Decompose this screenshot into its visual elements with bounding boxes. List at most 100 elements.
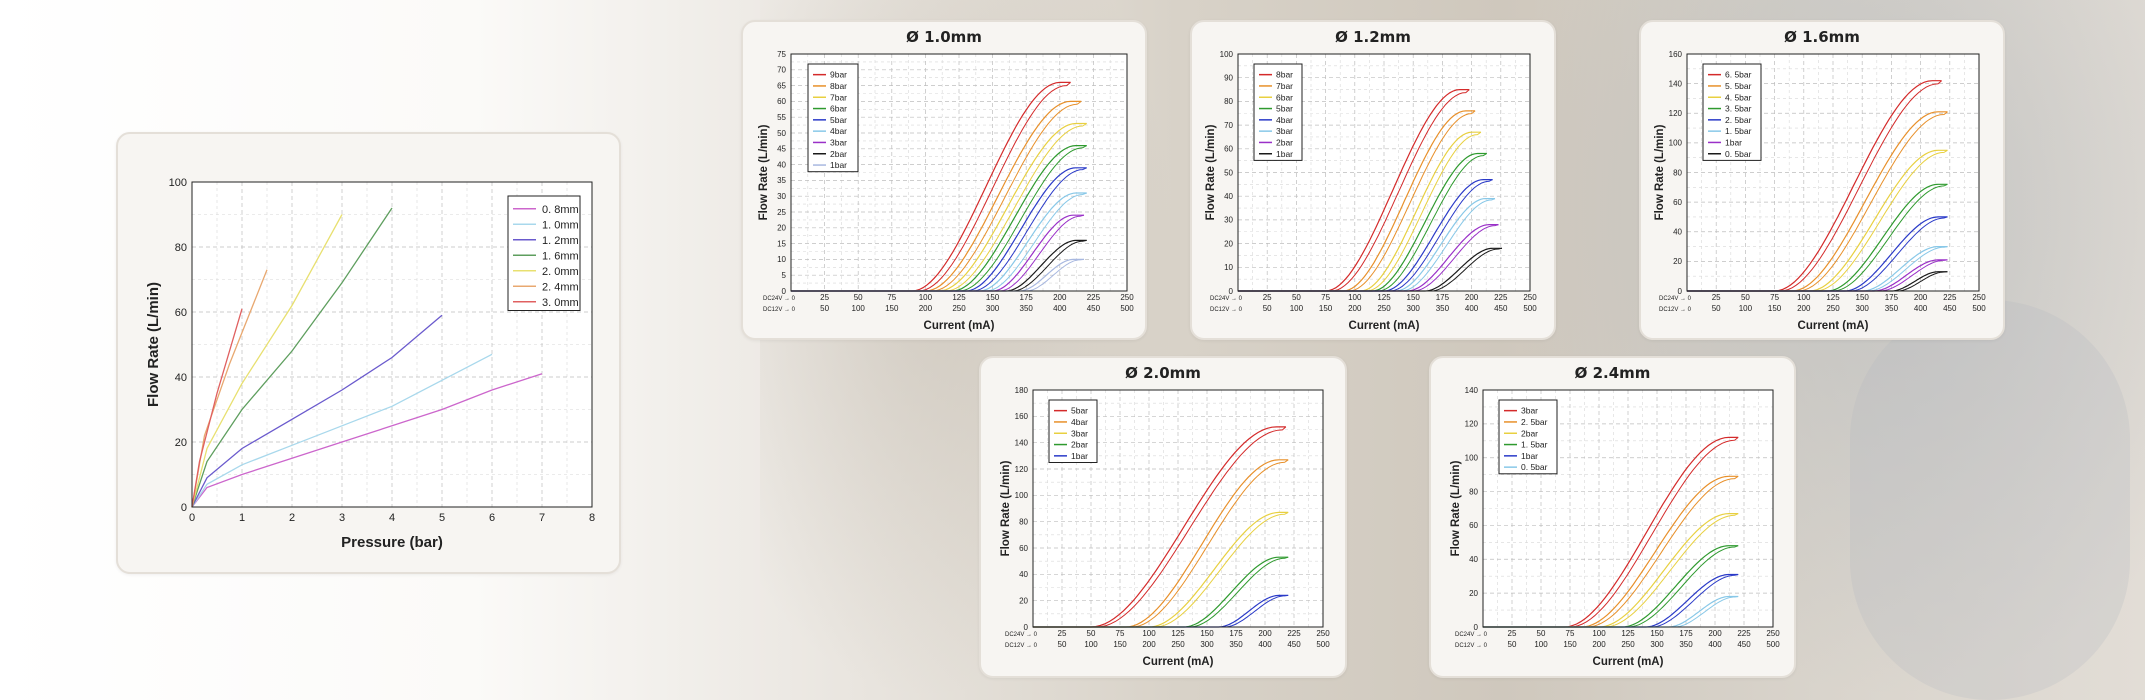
x-tick-label: 6 — [489, 512, 495, 524]
y-tick-label: 180 — [1015, 386, 1029, 395]
x2-tick-label: 450 — [1287, 640, 1301, 649]
series-line-return — [1096, 426, 1287, 628]
x-tick-label: 175 — [1885, 293, 1899, 302]
legend-label: 5bar — [1276, 104, 1293, 114]
legend-label: 2. 0mm — [542, 266, 579, 278]
y-tick-label: 75 — [777, 50, 786, 59]
x-axis-row2-label: DC12V → 0 — [1455, 643, 1488, 649]
x-tick-label: 150 — [1856, 293, 1870, 302]
legend-label: 2. 5bar — [1725, 115, 1752, 125]
x2-tick-label: 50 — [1263, 304, 1272, 313]
series-line — [1238, 179, 1493, 292]
series-line — [191, 308, 243, 508]
legend-label: 3bar — [1521, 406, 1538, 416]
y-tick-label: 0 — [1024, 623, 1029, 632]
legend-label: 1bar — [1071, 451, 1088, 461]
x2-tick-label: 150 — [1319, 304, 1333, 313]
x-tick-label: 225 — [1287, 629, 1301, 638]
series-line — [191, 214, 343, 508]
legend-label: 4bar — [1276, 115, 1293, 125]
y-tick-label: 20 — [777, 224, 786, 233]
legend-label: 1. 0mm — [542, 219, 579, 231]
plot-frame — [191, 181, 593, 508]
x-tick-label: 7 — [539, 512, 545, 524]
legend-label: 1. 6mm — [542, 250, 579, 262]
legend-label: 8bar — [1276, 70, 1293, 80]
chart-title: Ø 2.0mm — [1125, 364, 1201, 382]
x-axis-title: Current (mA) — [924, 320, 995, 332]
series-line — [1687, 271, 1948, 292]
x-tick-label: 200 — [1053, 293, 1067, 302]
y-tick-label: 80 — [175, 242, 187, 254]
series-line — [791, 258, 1084, 292]
x2-tick-label: 400 — [1465, 304, 1479, 313]
x2-tick-label: 300 — [1650, 640, 1664, 649]
y-tick-label: 100 — [169, 177, 187, 189]
series-line — [791, 145, 1087, 292]
series-line — [1238, 198, 1495, 292]
y-tick-label: 140 — [1465, 386, 1479, 395]
series-line-return — [1366, 131, 1482, 292]
series-line — [791, 81, 1071, 292]
x-axis-title: Current (mA) — [1349, 320, 1420, 332]
y-tick-label: 40 — [1019, 570, 1028, 579]
x2-tick-label: 50 — [1508, 640, 1517, 649]
series-line — [791, 192, 1087, 292]
x-tick-label: 25 — [1508, 629, 1517, 638]
x2-tick-label: 100 — [1534, 640, 1548, 649]
y-tick-label: 0 — [1474, 623, 1479, 632]
series-line-return — [1331, 89, 1470, 292]
x-tick-label: 3 — [339, 512, 345, 524]
x-axis-row2-label: DC12V → 0 — [763, 307, 796, 313]
chart-card-pressure: 0 20 40 60 80 100 0 1 2 3 4 5 6 7 8 Pressure (bar) Flow … — [116, 132, 621, 574]
x-tick-label: 175 — [1020, 293, 1034, 302]
y-tick-label: 100 — [1220, 50, 1234, 59]
x2-tick-label: 200 — [1348, 304, 1362, 313]
chart-card-d12: Ø 1.2mm 0 10 20 30 40 50 60 70 80 90 100 DC24V → 0 D… — [1190, 20, 1556, 340]
y-tick-label: 40 — [1469, 555, 1478, 564]
y-tick-label: 10 — [777, 255, 786, 264]
y-tick-label: 40 — [175, 372, 187, 384]
x-tick-label: 2 — [289, 512, 295, 524]
legend-label: 7bar — [1276, 81, 1293, 91]
series-line — [1687, 216, 1948, 292]
series-line-return — [999, 214, 1085, 292]
series-line-return — [1154, 511, 1289, 628]
y-tick-label: 30 — [1224, 216, 1233, 225]
chart-card-d24: Ø 2.4mm 0 20 40 60 80 100 120 140 DC24V → 0 DC12V… — [1429, 356, 1796, 678]
series-line — [1238, 247, 1502, 292]
y-tick-label: 120 — [1465, 420, 1479, 429]
y-tick-label: 0 — [1678, 287, 1683, 296]
series-line-return — [1378, 153, 1488, 292]
y-tick-label: 120 — [1669, 109, 1683, 118]
y-axis-title: Flow Rate (L/min) — [145, 282, 162, 407]
y-tick-label: 60 — [1224, 145, 1233, 154]
series-line — [1033, 426, 1286, 628]
x-tick-label: 250 — [1972, 293, 1986, 302]
series-line — [1687, 80, 1942, 292]
plot-frame — [1686, 53, 1980, 292]
series-line-return — [918, 82, 1071, 292]
series-line — [1238, 89, 1470, 292]
x2-tick-label: 450 — [1737, 640, 1751, 649]
y-tick-label: 55 — [777, 113, 786, 122]
x-tick-label: 200 — [1258, 629, 1272, 638]
series-line-return — [1348, 110, 1476, 292]
x-axis-row1-label: DC24V → 0 — [1455, 632, 1488, 638]
series-line-return — [1587, 475, 1739, 628]
current-flow-chart-d20: 0 20 40 60 80 100 120 140 160 180 DC24V → 0 DC12V →… — [1000, 386, 1330, 668]
series-line-return — [1413, 224, 1499, 292]
x-tick-label: 200 — [1914, 293, 1928, 302]
chart-title: Ø 2.4mm — [1574, 364, 1651, 382]
x-axis-row2-label: DC12V → 0 — [1210, 307, 1243, 313]
chart-card-d10: Ø 1.0mm 0 5 10 15 20 25 30 35 40 45 50 55 60 65 70 75 DC… — [741, 20, 1147, 340]
series-line — [1238, 224, 1499, 292]
x-tick-label: 150 — [1200, 629, 1214, 638]
legend-label: 3bar — [1071, 428, 1088, 438]
series-line-return — [1850, 216, 1948, 292]
series-line — [1033, 556, 1289, 628]
y-tick-label: 60 — [1673, 198, 1682, 207]
x-tick-label: 125 — [1621, 629, 1635, 638]
legend-label: 4bar — [1071, 417, 1088, 427]
x-tick-label: 250 — [1523, 293, 1537, 302]
